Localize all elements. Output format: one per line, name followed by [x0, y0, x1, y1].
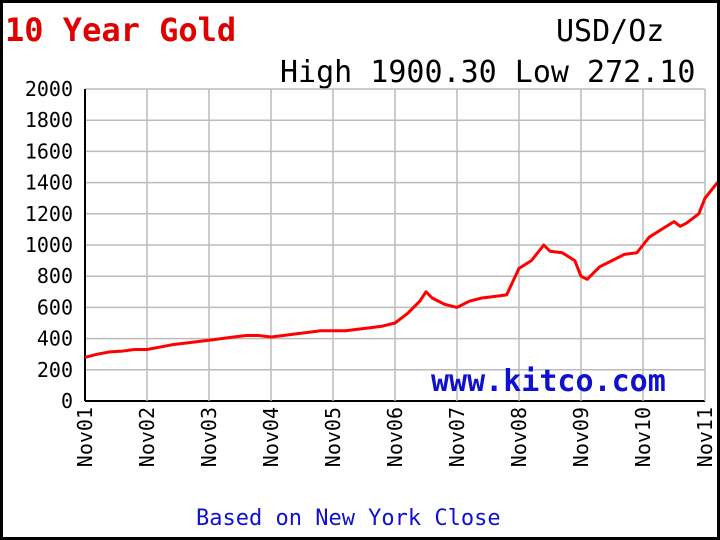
y-tick-label: 1800 [25, 108, 73, 132]
x-tick-label: Nov07 [445, 407, 469, 467]
x-tick-label: Nov05 [321, 407, 345, 467]
y-axis-ticks: 0 200 400 600 800 1000 1200 1400 1600 1800 2000 [25, 77, 73, 413]
y-tick-label: 200 [37, 358, 73, 382]
series-layer [84, 181, 717, 359]
x-tick-label: Nov02 [135, 407, 159, 467]
series-line [84, 181, 717, 359]
x-tick-label: Nov06 [383, 407, 407, 467]
chart-title: 10 Year Gold [5, 11, 236, 49]
x-tick-label: Nov10 [631, 407, 655, 467]
y-tick-label: 1000 [25, 233, 73, 257]
y-tick-label: 0 [61, 389, 73, 413]
y-tick-label: 800 [37, 264, 73, 288]
grid-layer [84, 88, 706, 402]
y-tick-label: 2000 [25, 77, 73, 101]
x-tick-label: Nov01 [73, 407, 97, 467]
y-tick-label: 1400 [25, 171, 73, 195]
y-tick-label: 600 [37, 295, 73, 319]
watermark: www.kitco.com [431, 364, 666, 399]
x-axis-ticks: Nov01 Nov02 Nov03 Nov04 Nov05 Nov06 Nov07 Nov08… [73, 407, 717, 467]
x-tick-label: Nov08 [507, 407, 531, 467]
x-tick-label: Nov03 [197, 407, 221, 467]
y-tick-label: 1200 [25, 202, 73, 226]
high-low-label: High 1900.30 Low 272.10 [280, 55, 695, 90]
x-tick-label: Nov09 [569, 407, 593, 467]
y-tick-label: 400 [37, 327, 73, 351]
chart-svg: 10 Year Gold USD/Oz High 1900.30 Low 272… [5, 11, 717, 531]
x-tick-label: Nov11 [693, 407, 717, 467]
y-tick-label: 1600 [25, 139, 73, 163]
footer-note: Based on New York Close [196, 506, 501, 531]
unit-label: USD/Oz [556, 14, 664, 49]
x-tick-label: Nov04 [259, 407, 283, 467]
